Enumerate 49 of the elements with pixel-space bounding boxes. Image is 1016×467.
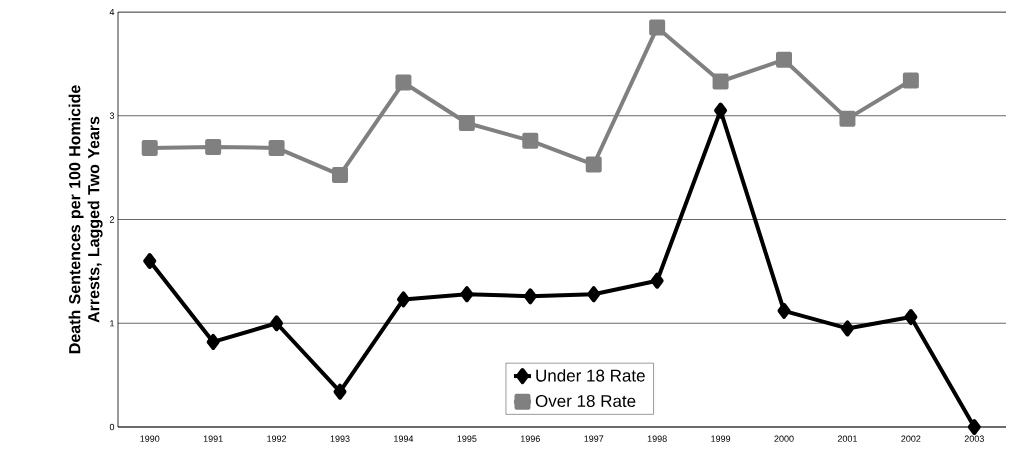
- point: [839, 110, 856, 127]
- x-tick-label: 1992: [267, 435, 287, 442]
- point: [587, 286, 601, 303]
- legend-label: Over 18 Rate: [535, 394, 636, 408]
- point: [458, 115, 475, 132]
- y-tick-label: 3: [109, 112, 115, 119]
- point: [967, 419, 981, 435]
- point: [712, 73, 729, 90]
- x-tick-label: 2003: [964, 435, 984, 442]
- x-tick-label: 1991: [203, 435, 223, 442]
- point: [649, 19, 666, 36]
- x-tick-label: 1993: [330, 435, 350, 442]
- point: [460, 286, 474, 303]
- x-tick-label: 1998: [647, 435, 667, 442]
- x-tick-label: 1997: [584, 435, 604, 442]
- x-tick-label: 2000: [774, 435, 794, 442]
- y-tick-label: 1: [110, 320, 115, 327]
- point: [396, 291, 410, 308]
- point: [333, 383, 347, 400]
- x-tick-label: 1994: [394, 435, 414, 442]
- point: [395, 74, 412, 91]
- x-tick-label: 2001: [837, 435, 857, 442]
- point: [776, 51, 793, 68]
- legend-label: Under 18 Rate: [536, 369, 645, 382]
- point: [143, 253, 157, 269]
- point: [902, 72, 919, 89]
- point: [585, 156, 602, 173]
- y-tick-label: 4: [109, 8, 115, 16]
- point: [332, 166, 349, 183]
- y-axis-title: Death Sentences per 100 Homicide Arrests, Lagged Two Years: [68, 85, 103, 354]
- point: [206, 333, 220, 350]
- point: [270, 315, 284, 332]
- point: [522, 132, 539, 149]
- point: [268, 139, 285, 156]
- point: [523, 288, 537, 305]
- point: [141, 139, 158, 156]
- x-tick-label: 2002: [901, 435, 921, 442]
- point: [205, 138, 222, 155]
- point: [714, 102, 728, 119]
- x-tick-label: 1990: [140, 435, 160, 442]
- x-tick-label: 1996: [520, 435, 540, 442]
- y-tick-label: 0: [109, 423, 115, 431]
- point: [904, 309, 918, 326]
- point: [650, 272, 664, 289]
- point: [777, 302, 791, 319]
- x-tick-label: 1999: [711, 435, 731, 442]
- point: [840, 320, 854, 337]
- x-tick-label: 1995: [457, 435, 477, 442]
- y-tick-label: 2: [109, 216, 115, 223]
